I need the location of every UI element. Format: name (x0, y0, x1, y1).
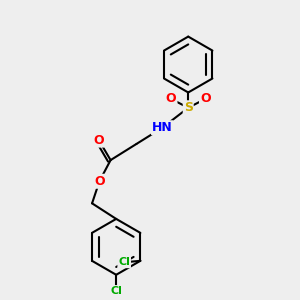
Text: O: O (94, 134, 104, 147)
Text: Cl: Cl (110, 286, 122, 296)
Text: HN: HN (152, 121, 173, 134)
Text: Cl: Cl (118, 257, 130, 267)
Text: O: O (200, 92, 211, 105)
Text: O: O (166, 92, 176, 105)
Text: S: S (184, 101, 193, 114)
Text: O: O (94, 175, 105, 188)
